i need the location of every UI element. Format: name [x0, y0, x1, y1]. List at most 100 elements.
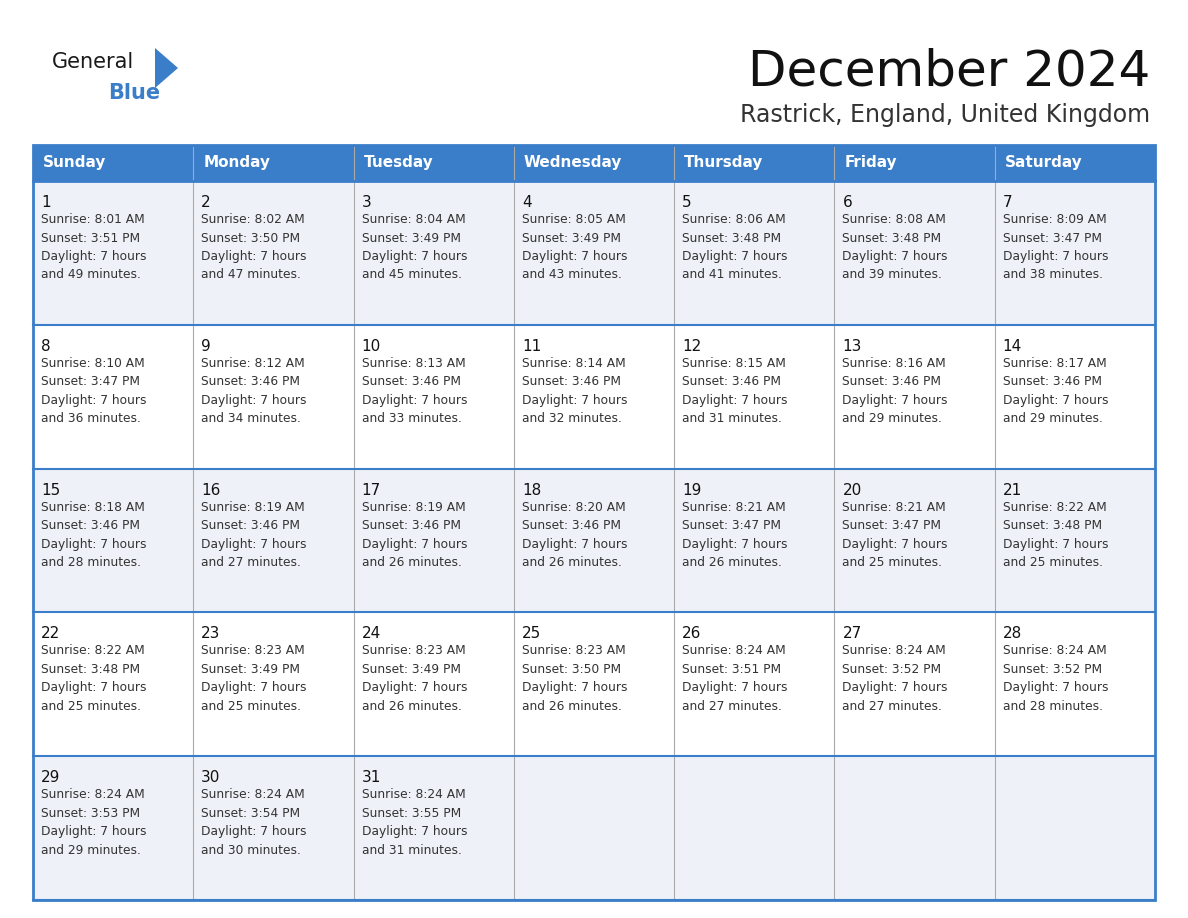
- Text: Daylight: 7 hours: Daylight: 7 hours: [42, 681, 146, 694]
- Text: Daylight: 7 hours: Daylight: 7 hours: [361, 681, 467, 694]
- Text: Sunrise: 8:13 AM: Sunrise: 8:13 AM: [361, 357, 466, 370]
- Text: and 26 minutes.: and 26 minutes.: [522, 556, 621, 569]
- Text: Daylight: 7 hours: Daylight: 7 hours: [1003, 538, 1108, 551]
- Text: and 25 minutes.: and 25 minutes.: [42, 700, 141, 713]
- Bar: [33, 468, 1155, 612]
- Text: Sunset: 3:46 PM: Sunset: 3:46 PM: [42, 519, 140, 532]
- Text: Sunrise: 8:17 AM: Sunrise: 8:17 AM: [1003, 357, 1106, 370]
- Text: Sunrise: 8:21 AM: Sunrise: 8:21 AM: [842, 500, 946, 513]
- Text: and 29 minutes.: and 29 minutes.: [1003, 412, 1102, 425]
- Text: Sunrise: 8:24 AM: Sunrise: 8:24 AM: [1003, 644, 1106, 657]
- Text: Sunset: 3:47 PM: Sunset: 3:47 PM: [1003, 231, 1101, 244]
- Text: Sunrise: 8:04 AM: Sunrise: 8:04 AM: [361, 213, 466, 226]
- Text: 13: 13: [842, 339, 861, 353]
- Text: and 26 minutes.: and 26 minutes.: [361, 700, 461, 713]
- Bar: [33, 145, 1155, 181]
- Text: 21: 21: [1003, 483, 1022, 498]
- Text: Sunset: 3:47 PM: Sunset: 3:47 PM: [842, 519, 941, 532]
- Text: 17: 17: [361, 483, 381, 498]
- Text: Daylight: 7 hours: Daylight: 7 hours: [522, 681, 627, 694]
- Text: December 2024: December 2024: [747, 48, 1150, 96]
- Text: 16: 16: [201, 483, 221, 498]
- Text: and 26 minutes.: and 26 minutes.: [682, 556, 782, 569]
- Text: Daylight: 7 hours: Daylight: 7 hours: [1003, 250, 1108, 263]
- Text: Daylight: 7 hours: Daylight: 7 hours: [361, 825, 467, 838]
- Text: Daylight: 7 hours: Daylight: 7 hours: [682, 250, 788, 263]
- Text: and 36 minutes.: and 36 minutes.: [42, 412, 141, 425]
- Text: and 27 minutes.: and 27 minutes.: [682, 700, 782, 713]
- Text: Sunrise: 8:19 AM: Sunrise: 8:19 AM: [361, 500, 466, 513]
- Text: Sunrise: 8:24 AM: Sunrise: 8:24 AM: [361, 789, 466, 801]
- Text: Sunrise: 8:01 AM: Sunrise: 8:01 AM: [42, 213, 145, 226]
- Text: 1: 1: [42, 195, 51, 210]
- Text: Sunset: 3:55 PM: Sunset: 3:55 PM: [361, 807, 461, 820]
- Text: Sunset: 3:47 PM: Sunset: 3:47 PM: [682, 519, 782, 532]
- Text: Sunset: 3:48 PM: Sunset: 3:48 PM: [42, 663, 140, 676]
- Text: Sunrise: 8:12 AM: Sunrise: 8:12 AM: [201, 357, 305, 370]
- Text: 27: 27: [842, 626, 861, 642]
- Text: 10: 10: [361, 339, 381, 353]
- Text: Daylight: 7 hours: Daylight: 7 hours: [201, 538, 307, 551]
- Text: and 49 minutes.: and 49 minutes.: [42, 268, 141, 282]
- Text: Daylight: 7 hours: Daylight: 7 hours: [201, 250, 307, 263]
- Text: Sunset: 3:49 PM: Sunset: 3:49 PM: [201, 663, 301, 676]
- Text: Sunset: 3:46 PM: Sunset: 3:46 PM: [361, 519, 461, 532]
- Text: Sunset: 3:46 PM: Sunset: 3:46 PM: [522, 519, 621, 532]
- Text: and 34 minutes.: and 34 minutes.: [201, 412, 302, 425]
- Text: and 26 minutes.: and 26 minutes.: [361, 556, 461, 569]
- Bar: [33, 145, 1155, 900]
- Bar: [33, 181, 1155, 325]
- Text: Sunset: 3:46 PM: Sunset: 3:46 PM: [842, 375, 941, 388]
- Text: and 28 minutes.: and 28 minutes.: [42, 556, 141, 569]
- Text: Sunrise: 8:09 AM: Sunrise: 8:09 AM: [1003, 213, 1106, 226]
- Text: Sunrise: 8:10 AM: Sunrise: 8:10 AM: [42, 357, 145, 370]
- Bar: [33, 612, 1155, 756]
- Text: Daylight: 7 hours: Daylight: 7 hours: [522, 394, 627, 407]
- Text: and 27 minutes.: and 27 minutes.: [201, 556, 302, 569]
- Text: and 47 minutes.: and 47 minutes.: [201, 268, 302, 282]
- Text: Daylight: 7 hours: Daylight: 7 hours: [201, 394, 307, 407]
- Text: Daylight: 7 hours: Daylight: 7 hours: [682, 394, 788, 407]
- Text: Sunset: 3:46 PM: Sunset: 3:46 PM: [1003, 375, 1101, 388]
- Text: Sunrise: 8:08 AM: Sunrise: 8:08 AM: [842, 213, 947, 226]
- Text: Daylight: 7 hours: Daylight: 7 hours: [1003, 681, 1108, 694]
- Text: and 25 minutes.: and 25 minutes.: [1003, 556, 1102, 569]
- Text: Sunset: 3:46 PM: Sunset: 3:46 PM: [522, 375, 621, 388]
- Text: and 29 minutes.: and 29 minutes.: [42, 844, 141, 856]
- Text: 12: 12: [682, 339, 701, 353]
- Text: Sunrise: 8:22 AM: Sunrise: 8:22 AM: [1003, 500, 1106, 513]
- Text: Sunrise: 8:02 AM: Sunrise: 8:02 AM: [201, 213, 305, 226]
- Text: Sunrise: 8:06 AM: Sunrise: 8:06 AM: [682, 213, 786, 226]
- Text: Sunset: 3:47 PM: Sunset: 3:47 PM: [42, 375, 140, 388]
- Text: 9: 9: [201, 339, 211, 353]
- Text: Wednesday: Wednesday: [524, 155, 623, 171]
- Text: Daylight: 7 hours: Daylight: 7 hours: [842, 250, 948, 263]
- Text: Daylight: 7 hours: Daylight: 7 hours: [682, 681, 788, 694]
- Text: and 31 minutes.: and 31 minutes.: [361, 844, 461, 856]
- Text: 4: 4: [522, 195, 531, 210]
- Text: Sunset: 3:49 PM: Sunset: 3:49 PM: [522, 231, 621, 244]
- Text: and 27 minutes.: and 27 minutes.: [842, 700, 942, 713]
- Text: and 25 minutes.: and 25 minutes.: [201, 700, 302, 713]
- Text: 22: 22: [42, 626, 61, 642]
- Text: Sunrise: 8:24 AM: Sunrise: 8:24 AM: [842, 644, 946, 657]
- Text: 23: 23: [201, 626, 221, 642]
- Polygon shape: [154, 48, 178, 88]
- Text: Sunset: 3:50 PM: Sunset: 3:50 PM: [522, 663, 621, 676]
- Text: Sunset: 3:46 PM: Sunset: 3:46 PM: [201, 519, 301, 532]
- Text: 30: 30: [201, 770, 221, 785]
- Text: Sunrise: 8:16 AM: Sunrise: 8:16 AM: [842, 357, 946, 370]
- Text: Daylight: 7 hours: Daylight: 7 hours: [842, 681, 948, 694]
- Text: 31: 31: [361, 770, 381, 785]
- Text: Sunset: 3:52 PM: Sunset: 3:52 PM: [842, 663, 942, 676]
- Text: Daylight: 7 hours: Daylight: 7 hours: [42, 250, 146, 263]
- Text: Monday: Monday: [203, 155, 271, 171]
- Text: Sunset: 3:46 PM: Sunset: 3:46 PM: [361, 375, 461, 388]
- Text: Daylight: 7 hours: Daylight: 7 hours: [42, 538, 146, 551]
- Text: Sunset: 3:54 PM: Sunset: 3:54 PM: [201, 807, 301, 820]
- Text: Sunset: 3:51 PM: Sunset: 3:51 PM: [42, 231, 140, 244]
- Text: 8: 8: [42, 339, 51, 353]
- Text: and 29 minutes.: and 29 minutes.: [842, 412, 942, 425]
- Text: Sunrise: 8:23 AM: Sunrise: 8:23 AM: [361, 644, 466, 657]
- Text: 25: 25: [522, 626, 541, 642]
